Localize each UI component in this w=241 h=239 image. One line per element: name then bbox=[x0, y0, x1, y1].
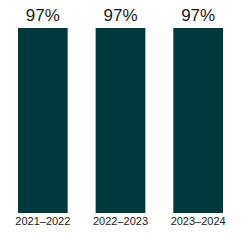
svg-text:2021–2022: 2021–2022 bbox=[15, 215, 70, 227]
svg-text:97%: 97% bbox=[103, 6, 137, 25]
svg-text:2022–2023: 2022–2023 bbox=[93, 215, 148, 227]
svg-text:2023–2024: 2023–2024 bbox=[171, 215, 226, 227]
svg-text:97%: 97% bbox=[181, 6, 215, 25]
svg-text:97%: 97% bbox=[26, 6, 60, 25]
